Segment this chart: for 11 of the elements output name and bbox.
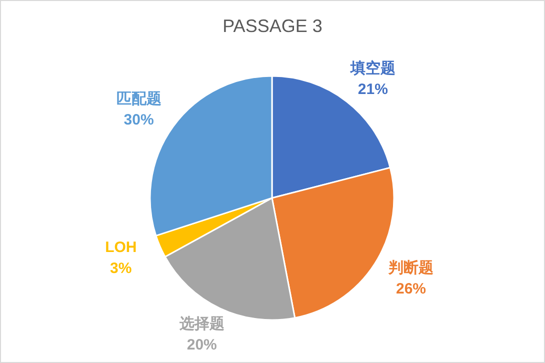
chart-title: PASSAGE 3 (222, 16, 322, 36)
slice-label: 匹配题 (116, 90, 162, 108)
slice-label: LOH (105, 238, 137, 256)
slice-label: 判断题 (388, 260, 434, 277)
slice-label: 填空题 (349, 58, 396, 77)
slice-label: 选择题 (178, 315, 224, 332)
data-label: 30% (124, 111, 154, 128)
data-label: 21% (358, 80, 388, 98)
data-label: 20% (186, 336, 217, 354)
data-label: 3% (110, 260, 132, 277)
data-label: 26% (396, 280, 426, 298)
